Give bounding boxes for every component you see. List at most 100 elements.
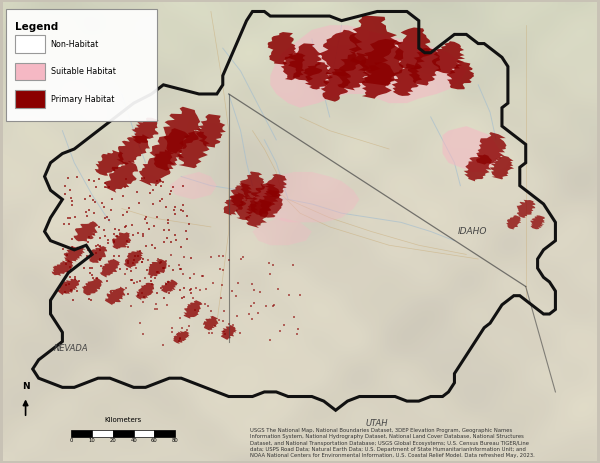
Point: [68, 236, 77, 243]
Point: [163, 278, 173, 286]
Point: [118, 192, 128, 200]
Polygon shape: [169, 172, 217, 200]
Point: [275, 328, 285, 335]
Point: [95, 235, 104, 242]
Polygon shape: [259, 190, 283, 218]
Point: [154, 269, 163, 276]
Text: Suitable Habitat: Suitable Habitat: [50, 67, 115, 76]
Point: [247, 316, 257, 323]
Point: [94, 175, 104, 183]
Point: [169, 266, 178, 274]
Point: [153, 255, 163, 263]
Point: [166, 190, 175, 197]
Text: 0: 0: [70, 438, 73, 443]
Polygon shape: [221, 325, 237, 340]
Point: [159, 226, 169, 233]
Polygon shape: [253, 218, 312, 245]
Point: [224, 257, 233, 264]
Point: [123, 290, 133, 298]
Point: [170, 203, 179, 210]
Point: [127, 276, 136, 283]
Point: [106, 207, 116, 214]
Point: [60, 288, 70, 295]
Point: [211, 323, 220, 330]
Point: [200, 300, 209, 308]
Polygon shape: [136, 283, 154, 300]
Point: [158, 178, 168, 186]
Point: [84, 177, 94, 184]
Point: [89, 231, 99, 238]
Point: [92, 243, 101, 250]
Point: [65, 274, 75, 281]
Bar: [92, 431, 113, 437]
Point: [163, 216, 173, 224]
Point: [68, 296, 78, 304]
Point: [215, 265, 224, 272]
Point: [67, 201, 77, 208]
Bar: [15, 90, 44, 108]
Bar: [154, 431, 175, 437]
Point: [169, 206, 178, 214]
Polygon shape: [394, 27, 432, 69]
Point: [103, 236, 113, 244]
Point: [176, 206, 186, 214]
Point: [247, 280, 257, 287]
Point: [149, 223, 158, 230]
Point: [139, 230, 148, 238]
Point: [61, 260, 71, 268]
Point: [214, 317, 223, 324]
Point: [89, 209, 99, 217]
Point: [59, 220, 68, 228]
Point: [250, 299, 259, 307]
Polygon shape: [303, 62, 333, 89]
Point: [86, 250, 96, 257]
Polygon shape: [253, 172, 359, 222]
Point: [295, 291, 305, 299]
Text: 40: 40: [130, 438, 137, 443]
Point: [74, 277, 84, 285]
Point: [87, 272, 97, 279]
Point: [174, 262, 184, 269]
Point: [139, 299, 148, 306]
Point: [67, 198, 77, 205]
Point: [121, 175, 130, 182]
Point: [128, 231, 137, 238]
Polygon shape: [52, 259, 73, 276]
Point: [214, 253, 224, 260]
Point: [110, 225, 120, 233]
Point: [140, 275, 150, 282]
Point: [63, 214, 73, 222]
Point: [82, 213, 92, 220]
Point: [186, 289, 196, 296]
Point: [188, 294, 197, 301]
Text: Primary Habitat: Primary Habitat: [50, 94, 114, 104]
Point: [216, 294, 226, 301]
Point: [228, 321, 238, 328]
Point: [124, 259, 133, 266]
Polygon shape: [196, 114, 226, 148]
Point: [175, 334, 184, 341]
Polygon shape: [271, 25, 466, 108]
Polygon shape: [95, 150, 124, 175]
Point: [182, 327, 192, 334]
Point: [85, 269, 94, 277]
Point: [218, 252, 228, 260]
Point: [138, 256, 148, 263]
Point: [121, 223, 130, 231]
Point: [162, 301, 172, 308]
Text: Kilometers: Kilometers: [104, 417, 142, 423]
Point: [133, 252, 143, 260]
Polygon shape: [443, 126, 502, 172]
Text: Legend: Legend: [15, 22, 58, 32]
Polygon shape: [432, 41, 465, 74]
Point: [95, 246, 105, 254]
Point: [70, 213, 79, 220]
Point: [71, 273, 80, 280]
Point: [170, 211, 180, 218]
Point: [208, 279, 218, 287]
Polygon shape: [240, 171, 265, 200]
Point: [135, 278, 145, 285]
Point: [146, 277, 156, 284]
Point: [261, 302, 271, 310]
Point: [289, 313, 299, 321]
